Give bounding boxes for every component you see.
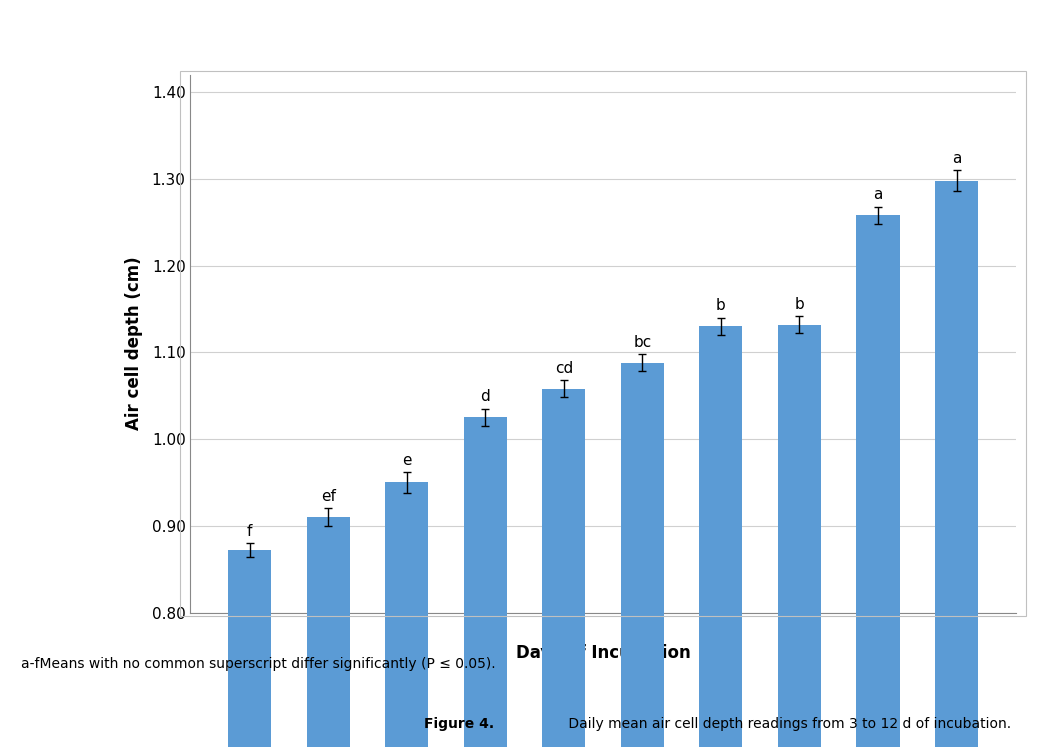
Bar	[463, 418, 507, 747]
Text: Daily mean air cell depth readings from 3 to 12 d of incubation.: Daily mean air cell depth readings from …	[564, 717, 1011, 731]
Text: cd: cd	[554, 361, 572, 376]
Y-axis label: Air cell depth (cm): Air cell depth (cm)	[125, 257, 144, 430]
Bar	[856, 215, 899, 747]
Text: f: f	[247, 524, 252, 539]
Bar	[542, 388, 585, 747]
Text: a-fMeans with no common superscript differ significantly (P ≤ 0.05).: a-fMeans with no common superscript diff…	[21, 657, 496, 672]
Text: ef: ef	[321, 489, 335, 504]
Text: e: e	[402, 453, 412, 468]
Text: Figure 4.: Figure 4.	[424, 717, 494, 731]
Text: b: b	[795, 297, 804, 311]
Text: bc: bc	[634, 335, 652, 350]
Bar	[227, 550, 271, 747]
Bar	[621, 363, 664, 747]
Bar	[699, 326, 743, 747]
Text: b: b	[716, 298, 726, 313]
Text: d: d	[480, 389, 490, 404]
Bar	[778, 324, 821, 747]
Text: a: a	[873, 187, 882, 202]
Bar	[307, 517, 350, 747]
Text: a: a	[952, 151, 962, 166]
Bar	[935, 181, 979, 747]
Bar	[385, 483, 428, 747]
X-axis label: Days of Incubation: Days of Incubation	[515, 643, 691, 662]
